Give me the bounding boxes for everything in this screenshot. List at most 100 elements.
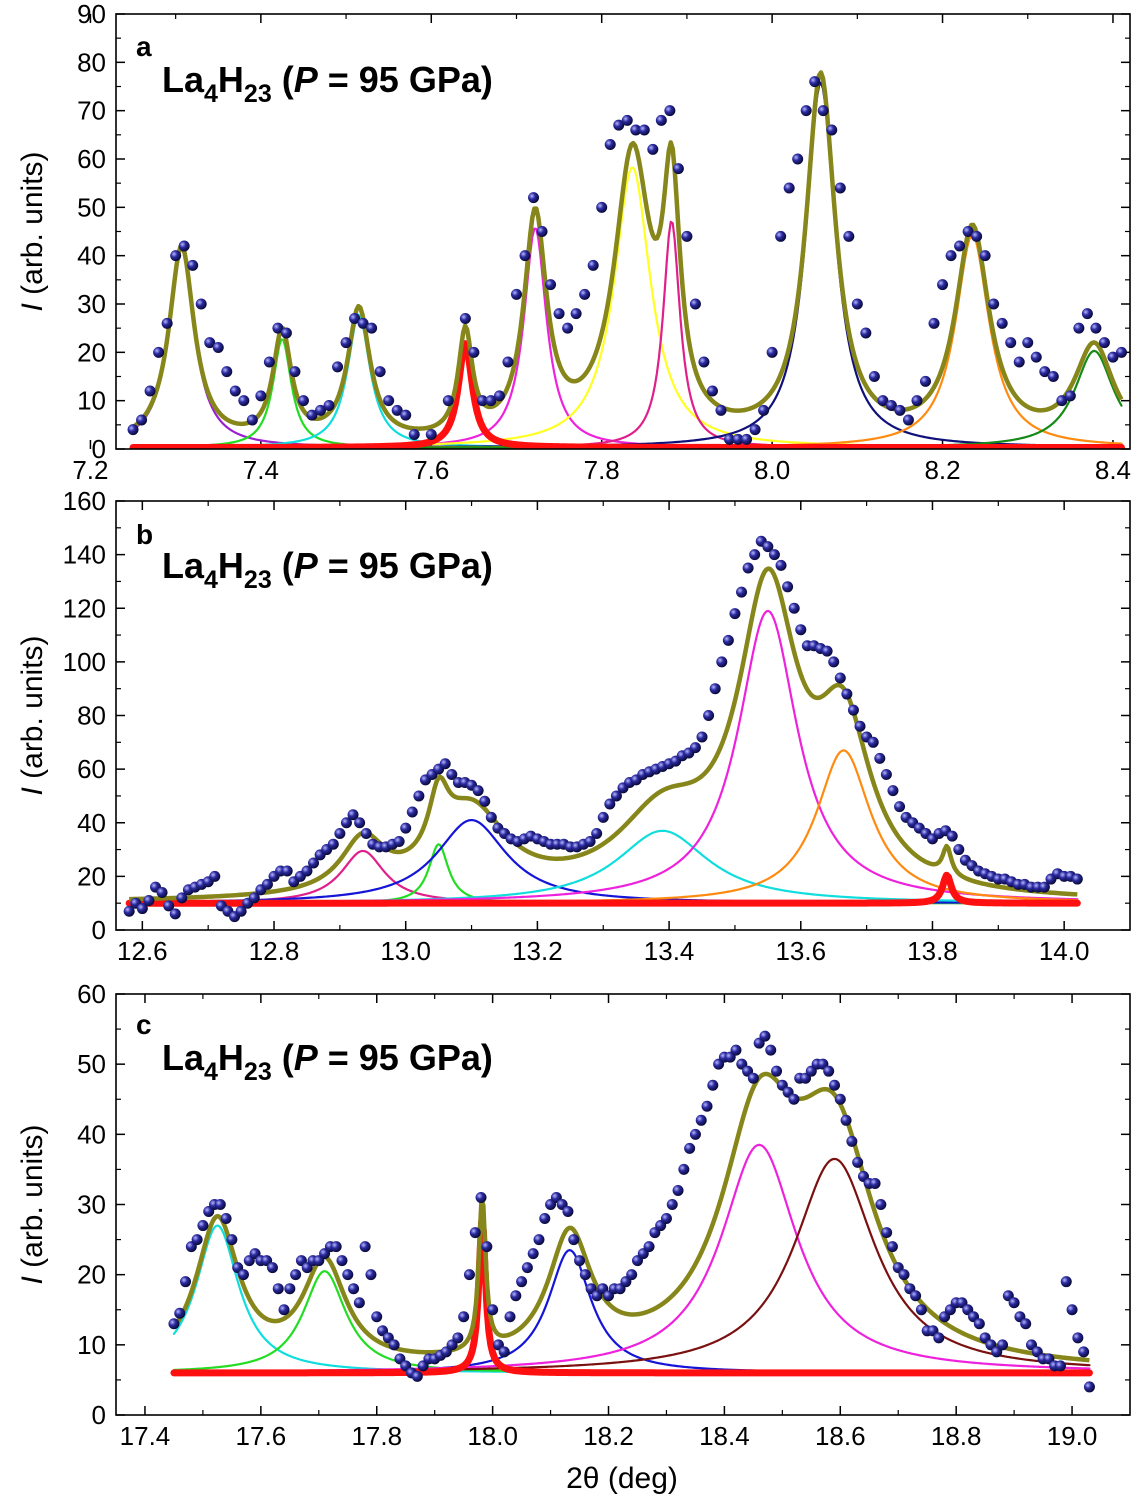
x-tick-label: 12.8 — [249, 936, 300, 966]
data-point — [1081, 308, 1093, 320]
panel-title-sub2: 23 — [244, 566, 272, 594]
panel-a: 7.2 7.4 7.6 7.8 8.0 8.2 8.4 0 10 20 30 40 50 60 70 80 90… — [16, 0, 1131, 485]
data-point — [841, 688, 853, 700]
data-point — [678, 1163, 690, 1175]
data-point — [722, 634, 734, 646]
data-point — [1090, 322, 1102, 334]
y-axis-label-units: (arb. units) — [16, 1124, 49, 1276]
data-point — [579, 1269, 591, 1281]
data-point — [729, 608, 741, 620]
x-tick-label: 17.8 — [351, 1421, 402, 1451]
data-point — [604, 798, 616, 810]
data-point — [246, 414, 258, 426]
data-point — [446, 768, 458, 780]
data-point — [1071, 873, 1083, 885]
data-point — [749, 424, 761, 436]
data-point — [911, 395, 923, 407]
data-point — [204, 337, 216, 349]
x-tick-label: 13.4 — [644, 936, 695, 966]
data-point — [510, 1290, 522, 1302]
y-tick-label: 40 — [77, 808, 106, 838]
data-point — [539, 1213, 551, 1225]
x-tick-label: 7.2 — [72, 455, 108, 485]
data-point — [701, 1100, 713, 1112]
data-point — [1098, 337, 1110, 349]
panel-c-ticks: 17.4 17.6 17.8 18.0 18.2 18.4 18.6 18.8 19.0 0 10 2… — [77, 979, 1130, 1451]
data-point — [168, 1318, 180, 1330]
data-point — [493, 390, 505, 402]
data-point — [476, 395, 488, 407]
data-point — [1013, 356, 1025, 368]
data-point — [759, 1030, 771, 1042]
panel-title-mid: H — [218, 545, 244, 586]
data-point — [528, 192, 540, 204]
panel-title-formula-base: La — [162, 545, 205, 586]
panel-title-value: = 95 GPa) — [318, 545, 493, 586]
data-point — [315, 404, 326, 416]
data-point — [716, 656, 728, 668]
data-point — [666, 1199, 678, 1210]
data-point — [928, 317, 940, 329]
data-point — [290, 1269, 302, 1281]
data-point — [953, 844, 965, 856]
data-point — [1005, 337, 1017, 349]
data-point — [255, 390, 267, 402]
x-tick-label: 17.4 — [120, 1421, 171, 1451]
component-peak-4 — [131, 227, 1123, 449]
y-tick-label: 120 — [63, 593, 106, 623]
data-point — [768, 549, 780, 561]
data-point — [136, 414, 148, 426]
data-point — [519, 250, 531, 262]
data-point — [877, 395, 889, 407]
x-tick-label: 13.6 — [775, 936, 826, 966]
panel-title-paren-open: ( — [272, 545, 294, 586]
data-point — [570, 308, 582, 320]
data-point — [703, 710, 715, 721]
y-tick-label: 20 — [77, 1260, 106, 1290]
data-point — [613, 119, 625, 131]
data-point — [638, 124, 650, 136]
data-point — [562, 1206, 574, 1218]
data-point — [834, 672, 846, 684]
data-point — [123, 905, 135, 917]
data-point — [413, 790, 425, 802]
data-point — [336, 1255, 348, 1267]
data-point — [353, 1297, 365, 1309]
data-point — [1066, 1304, 1078, 1316]
y-tick-label: 40 — [77, 1119, 106, 1149]
data-point — [272, 1283, 284, 1295]
fit-envelope — [131, 70, 1124, 431]
y-axis-label-symbol: I — [16, 303, 49, 311]
data-point — [834, 1093, 846, 1105]
y-tick-label: 80 — [77, 47, 106, 77]
x-tick-label: 18.0 — [467, 1421, 518, 1451]
data-point — [1060, 1276, 1072, 1288]
data-point — [647, 143, 659, 155]
data-point — [920, 375, 931, 387]
data-point — [783, 182, 795, 194]
data-point — [621, 114, 633, 126]
data-point — [724, 433, 736, 445]
data-point — [481, 1241, 493, 1253]
data-point — [536, 226, 548, 237]
panel-a-frame — [115, 13, 1131, 450]
data-point — [342, 1269, 354, 1281]
data-point — [136, 903, 148, 915]
y-tick-label: 70 — [77, 96, 106, 126]
data-point — [840, 1114, 852, 1126]
data-point — [821, 645, 833, 657]
data-point — [469, 1227, 481, 1239]
panel-title-paren-open: ( — [272, 59, 294, 100]
data-point — [1038, 881, 1050, 893]
data-point — [758, 404, 770, 416]
data-point — [880, 768, 892, 780]
component-peak-1 — [131, 338, 1123, 449]
data-point — [643, 1241, 655, 1253]
data-point — [472, 785, 484, 797]
data-point — [340, 817, 352, 829]
data-point — [143, 895, 155, 907]
component-peak-3 — [129, 340, 1125, 449]
panel-b-curves — [125, 566, 1081, 907]
x-tick-label: 18.2 — [583, 1421, 634, 1451]
y-tick-label: 60 — [77, 979, 106, 1009]
